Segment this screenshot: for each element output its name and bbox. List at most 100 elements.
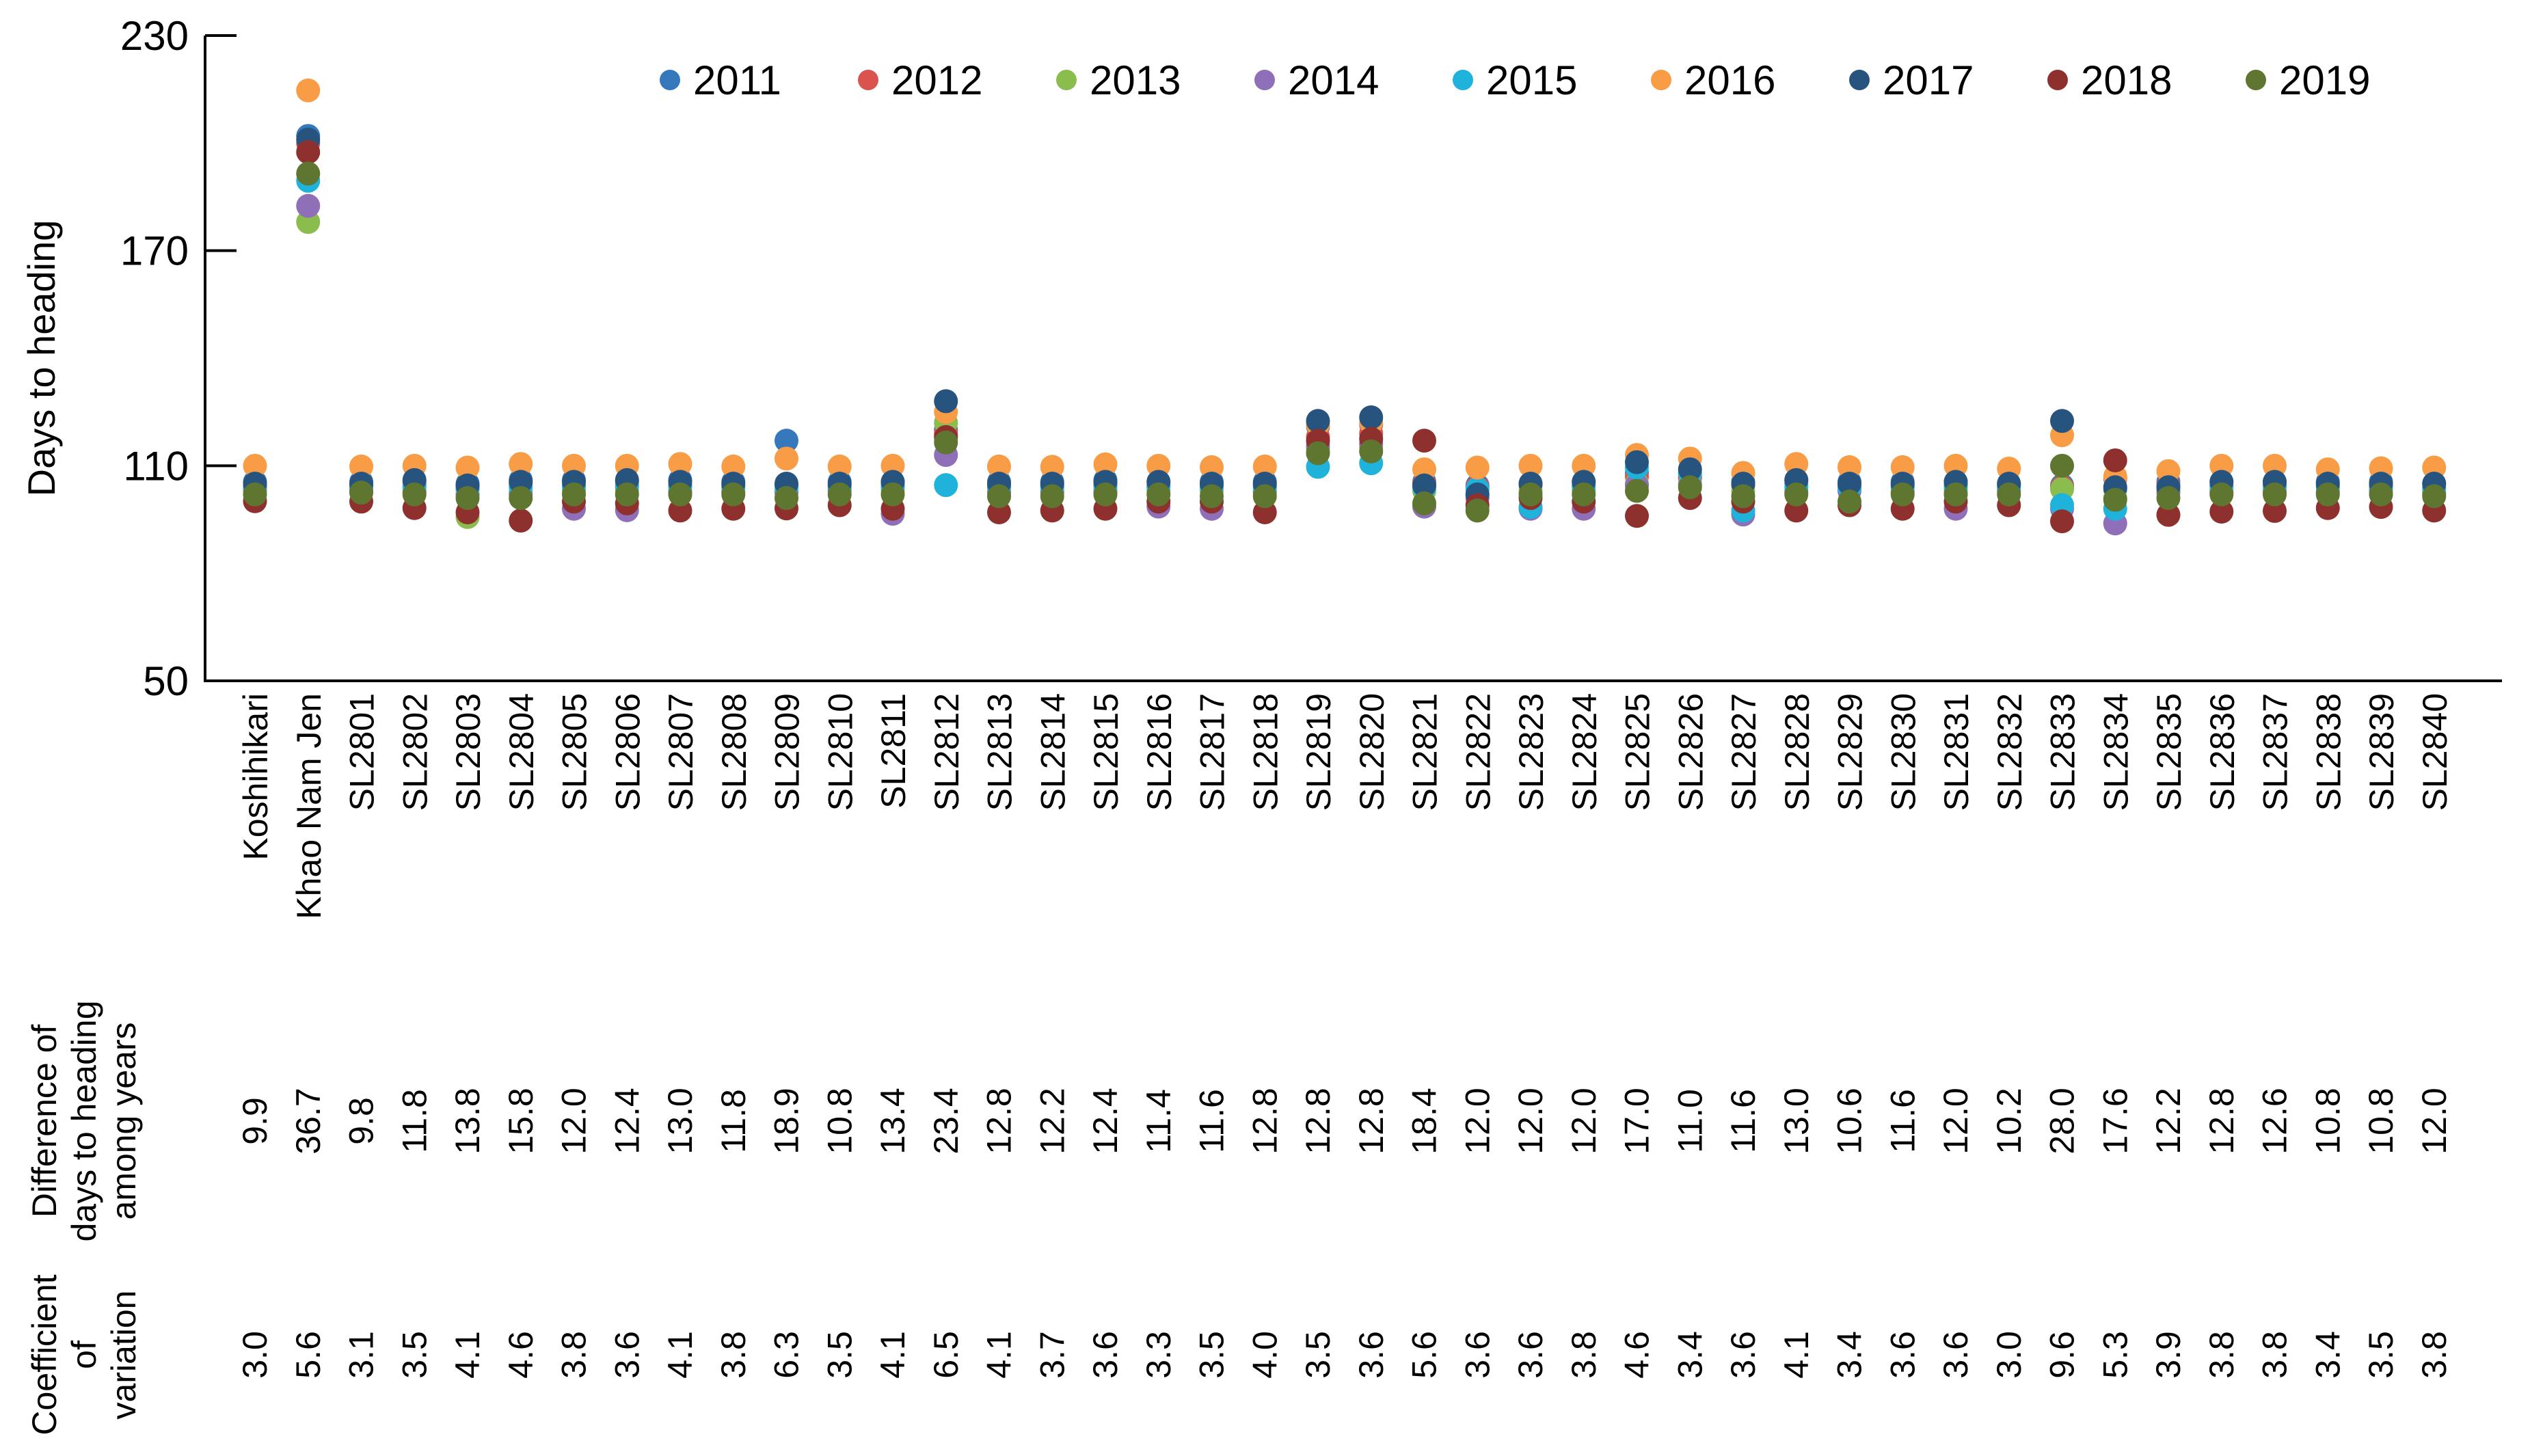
legend-dot-2013 [1056,70,1077,90]
legend-label-2012: 2012 [891,57,982,103]
point-SL2826-2019 [1678,475,1702,500]
point-SL2807-2019 [668,482,692,507]
point-SL2810-2019 [827,482,852,507]
cv-row-label-line-1: Coefficient [25,1274,64,1435]
difference-value-SL2824: 12.0 [1565,1088,1603,1154]
difference-value-SL2840: 12.0 [2415,1088,2453,1154]
y-tick-label: 230 [120,13,189,59]
cv-value-SL2836: 3.8 [2203,1331,2241,1379]
cv-value-SL2806: 3.6 [608,1331,646,1379]
cv-value-Koshihikari: 3.0 [236,1331,274,1379]
point-SL2832-2019 [1997,482,2021,507]
difference-value-SL2816: 11.4 [1140,1089,1178,1153]
cv-value-SL2829: 3.4 [1831,1331,1869,1379]
cv-value-SL2810: 3.5 [820,1331,859,1379]
point-SL2821-2018 [1412,429,1436,453]
x-tick-label-SL2840: SL2840 [2416,693,2454,811]
difference-value-SL2809: 18.9 [768,1088,806,1154]
point-SL2814-2019 [1040,484,1064,509]
point-SL2809-2019 [775,486,798,511]
difference-value-SL2810: 10.8 [820,1088,859,1154]
difference-value-SL2839: 10.8 [2362,1088,2400,1154]
difference-value-SL2828: 13.0 [1777,1088,1816,1154]
difference-row-label-line-3: among years [105,1022,143,1219]
cv-value-SL2834: 5.3 [2096,1331,2134,1379]
difference-value-SL2821: 18.4 [1405,1088,1444,1154]
difference-value-SL2832: 10.2 [1990,1088,2028,1154]
x-tick-label-SL2839: SL2839 [2363,693,2401,811]
cv-value-SL2832: 3.0 [1990,1331,2028,1379]
difference-value-SL2825: 17.0 [1618,1088,1656,1154]
cv-value-SL2831: 3.6 [1937,1331,1975,1379]
x-tick-label-SL2808: SL2808 [715,693,753,811]
cv-value-SL2839: 3.5 [2362,1331,2400,1379]
x-tick-label-SL2830: SL2830 [1884,693,1922,811]
cv-value-SL2814: 3.7 [1033,1331,1071,1379]
difference-value-Koshihikari: 9.9 [236,1097,274,1145]
point-SL2803-2019 [455,486,480,511]
point-SL2808-2019 [721,482,746,507]
point-SL2809-2016 [775,446,798,471]
x-tick-label-SL2812: SL2812 [928,693,966,811]
point-SL2827-2019 [1731,484,1755,509]
cv-value-SL2833: 9.6 [2043,1331,2082,1379]
point-SL2835-2018 [2156,502,2181,527]
x-tick-label-SL2836: SL2836 [2203,693,2242,811]
legend-dot-2011 [660,70,680,90]
difference-value-SL2833: 28.0 [2043,1088,2082,1154]
point-Khao Nam Jen-2019 [296,161,321,186]
cv-value-SL2812: 6.5 [927,1331,965,1379]
cv-value-SL2830: 3.6 [1883,1331,1922,1379]
point-SL2805-2019 [562,482,586,507]
x-tick-label-SL2821: SL2821 [1406,693,1444,811]
legend-label-2015: 2015 [1486,57,1577,103]
point-SL2809-2011 [775,429,798,453]
difference-value-SL2830: 11.6 [1883,1089,1922,1153]
point-SL2823-2019 [1518,482,1543,507]
point-SL2815-2019 [1093,482,1118,507]
legend-label-2017: 2017 [1883,57,1974,103]
point-SL2811-2019 [880,482,905,507]
point-SL2812-2015 [934,473,958,498]
cv-value-SL2828: 4.1 [1777,1331,1816,1379]
difference-value-SL2827: 11.6 [1724,1089,1762,1153]
point-SL2828-2019 [1784,482,1809,507]
y-tick-label: 170 [120,228,189,274]
point-SL2801-2016 [349,454,373,478]
difference-value-SL2814: 12.2 [1033,1088,1071,1154]
legend-label-2014: 2014 [1288,57,1379,103]
point-SL2829-2016 [1838,455,1861,479]
point-SL2838-2019 [2315,482,2340,507]
difference-value-SL2819: 12.8 [1299,1088,1337,1154]
cv-value-SL2823: 3.6 [1511,1331,1550,1379]
x-tick-label-SL2819: SL2819 [1300,693,1338,811]
point-SL2834-2019 [2103,487,2127,512]
legend-label-2019: 2019 [2279,57,2370,103]
x-tick-label-SL2827: SL2827 [1725,693,1763,811]
x-tick-label-SL2820: SL2820 [1353,693,1391,811]
difference-value-SL2805: 12.0 [555,1088,593,1154]
point-Koshihikari-2016 [243,453,267,478]
x-tick-label-SL2835: SL2835 [2150,693,2188,811]
point-SL2825-2018 [1625,504,1649,528]
point-SL2804-2018 [509,509,533,533]
point-SL2833-2018 [2050,509,2074,534]
point-SL2819-2017 [1306,409,1330,433]
point-SL2813-2019 [987,484,1011,509]
x-tick-label-SL2832: SL2832 [1991,693,2029,811]
point-SL2820-2017 [1359,405,1384,430]
legend-label-2018: 2018 [2081,57,2172,103]
point-SL2839-2019 [2369,482,2393,507]
x-tick-label-Khao Nam Jen: Khao Nam Jen [290,693,328,919]
difference-row-label-line-1: Difference of [25,1025,64,1218]
cv-value-SL2821: 5.6 [1405,1331,1444,1379]
cv-value-SL2808: 3.8 [714,1331,753,1379]
point-SL2810-2016 [827,454,852,478]
cv-value-SL2824: 3.8 [1565,1331,1603,1379]
difference-value-SL2808: 11.8 [714,1089,753,1153]
point-SL2826-2017 [1678,457,1702,482]
difference-value-SL2806: 12.4 [608,1088,646,1154]
point-SL2829-2017 [1838,472,1861,496]
cv-value-SL2822: 3.6 [1458,1331,1496,1379]
